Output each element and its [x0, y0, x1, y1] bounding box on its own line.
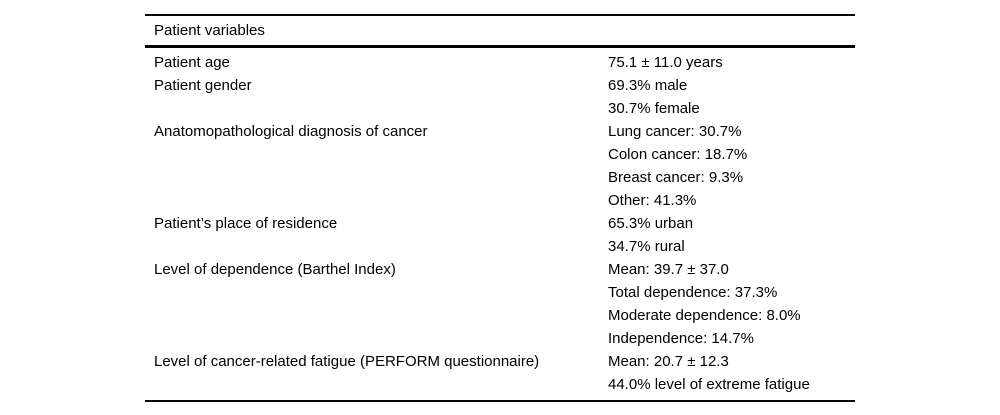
value-line: 44.0% level of extreme fatigue — [608, 376, 810, 393]
value-line: Colon cancer: 18.7% — [608, 146, 748, 163]
table-header-label: Patient variables — [154, 22, 265, 39]
value-line: Independence: 14.7% — [608, 330, 754, 347]
value-cell: 75.1 ± 11.0 years — [608, 51, 855, 74]
value-line: Other: 41.3% — [608, 192, 697, 209]
value-cell: 69.3% male 30.7% female — [608, 74, 855, 120]
value-cell: 65.3% urban 34.7% rural — [608, 212, 855, 258]
value-line: 69.3% male — [608, 77, 688, 94]
table-row: Patient age 75.1 ± 11.0 years — [145, 51, 855, 74]
table-row: Level of dependence (Barthel Index) Mean… — [145, 258, 855, 350]
patient-variables-table: Patient variables Patient age 75.1 ± 11.… — [145, 14, 855, 402]
table-body: Patient age 75.1 ± 11.0 years Patient ge… — [145, 48, 855, 400]
value-line: 34.7% rural — [608, 238, 685, 255]
value-cell: Mean: 20.7 ± 12.3 44.0% level of extreme … — [608, 350, 855, 396]
value-line: 30.7% female — [608, 100, 700, 117]
value-line: Moderate dependence: 8.0% — [608, 307, 801, 324]
variable-cell: Patient age — [154, 54, 230, 71]
table-top-rule — [145, 14, 855, 16]
value-line: Breast cancer: 9.3% — [608, 169, 744, 186]
table-row: Level of cancer-related fatigue (PERFORM… — [145, 350, 855, 396]
value-line: Total dependence: 37.3% — [608, 284, 778, 301]
value-line: Lung cancer: 30.7% — [608, 123, 742, 140]
value-cell: Lung cancer: 30.7% Colon cancer: 18.7% Bre… — [608, 120, 855, 212]
value-line: Mean: 39.7 ± 37.0 — [608, 261, 729, 278]
table-row: Patient’s place of residence 65.3% urban… — [145, 212, 855, 258]
table-row: Patient gender 69.3% male 30.7% female — [145, 74, 855, 120]
table-header-rule — [145, 45, 855, 48]
value-line: Mean: 20.7 ± 12.3 — [608, 353, 729, 370]
table-bottom-rule — [145, 400, 855, 402]
variable-cell: Level of dependence (Barthel Index) — [154, 261, 396, 278]
table-header-row: Patient variables — [145, 16, 855, 45]
variable-cell: Patient gender — [154, 77, 252, 94]
variable-cell: Level of cancer-related fatigue (PERFORM… — [154, 353, 540, 370]
value-line: 75.1 ± 11.0 years — [608, 54, 723, 71]
table-row: Anatomopathological diagnosis of cancer … — [145, 120, 855, 212]
variable-cell: Anatomopathological diagnosis of cancer — [154, 123, 428, 140]
variable-cell: Patient’s place of residence — [154, 215, 338, 232]
value-line: 65.3% urban — [608, 215, 694, 232]
value-cell: Mean: 39.7 ± 37.0 Total dependence: 37.3%… — [608, 258, 855, 350]
